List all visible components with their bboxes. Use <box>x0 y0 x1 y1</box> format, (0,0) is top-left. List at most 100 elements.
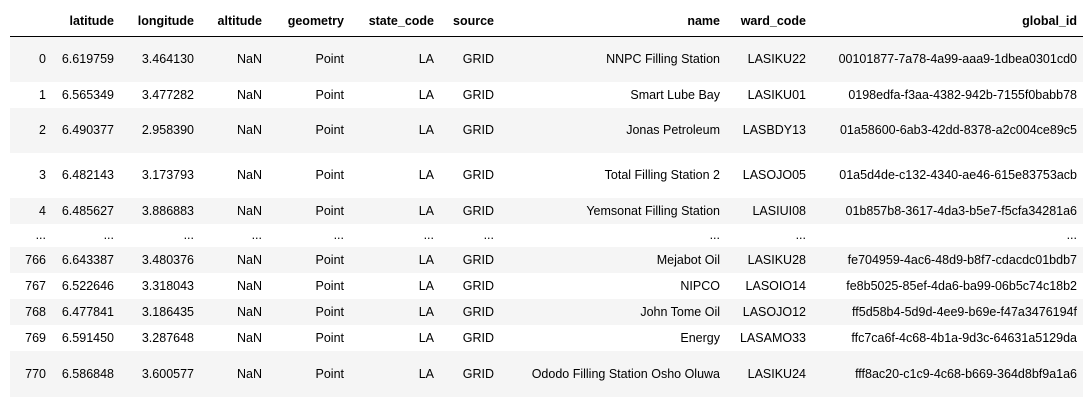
cell-altitude: NaN <box>236 304 262 319</box>
table-row: 4 6.485627 3.886883 NaN Point LA GRID Ye… <box>10 197 1083 224</box>
cell-longitude: ... <box>183 228 194 242</box>
column-header-altitude: altitude <box>200 5 268 37</box>
cell-global-id: 01a5d4de-c132-4340-ae46-615e83753acb <box>839 168 1077 182</box>
cell-geometry: Point <box>315 203 345 218</box>
cell-ward-code: LASOJO05 <box>742 168 806 182</box>
cell-geometry: ... <box>333 228 344 242</box>
cell-source: ... <box>483 228 494 242</box>
column-header-longitude: longitude <box>120 5 200 37</box>
column-header-geometry: geometry <box>268 5 350 37</box>
cell-name: NNPC Filling Station <box>606 52 720 67</box>
cell-state-code: LA <box>418 278 434 293</box>
cell-geometry: Point <box>315 52 345 67</box>
cell-altitude: NaN <box>236 366 262 381</box>
cell-global-id: fe8b5025-85ef-4da6-ba99-06b5c74c18b2 <box>846 278 1077 293</box>
cell-latitude: 6.490377 <box>61 123 114 137</box>
cell-longitude: 3.480376 <box>141 252 194 267</box>
cell-altitude: NaN <box>236 278 262 293</box>
cell-state-code: LA <box>418 87 434 102</box>
cell-geometry: Point <box>315 123 345 137</box>
row-index: 3 <box>39 168 46 182</box>
cell-global-id: 01b857b8-3617-4da3-b5e7-f5cfa34281a6 <box>845 203 1077 218</box>
cell-global-id: ffc7ca6f-4c68-4b1a-9d3c-64631a5129da <box>851 330 1077 345</box>
cell-ward-code: LASIUI08 <box>752 203 806 218</box>
cell-source: GRID <box>462 366 494 381</box>
cell-longitude: 3.477282 <box>141 87 194 102</box>
row-index: 766 <box>25 252 46 267</box>
cell-latitude: 6.643387 <box>61 252 114 267</box>
table-row: 767 6.522646 3.318043 NaN Point LA GRID … <box>10 272 1083 299</box>
cell-ward-code: ... <box>795 228 806 242</box>
cell-ward-code: LASIKU22 <box>747 52 806 67</box>
header-row: latitude longitude altitude geometry sta… <box>10 5 1083 37</box>
cell-global-id: fff8ac20-c1c9-4c68-b669-364d8bf9a1a6 <box>855 366 1077 381</box>
cell-state-code: LA <box>418 304 434 319</box>
cell-global-id: ff5d58b4-5d9d-4ee9-b69e-f47a3476194f <box>852 304 1077 319</box>
row-index: 767 <box>25 278 46 293</box>
cell-altitude: NaN <box>236 168 262 182</box>
cell-altitude: NaN <box>236 203 262 218</box>
row-index: ... <box>35 228 46 242</box>
dataframe-table: latitude longitude altitude geometry sta… <box>10 5 1083 397</box>
cell-source: GRID <box>462 203 494 218</box>
cell-source: GRID <box>462 304 494 319</box>
row-index: 770 <box>25 366 46 381</box>
cell-longitude: 2.958390 <box>141 123 194 137</box>
row-index: 2 <box>39 123 46 137</box>
table-row: 3 6.482143 3.173793 NaN Point LA GRID To… <box>10 152 1083 198</box>
row-index: 0 <box>39 52 46 67</box>
dataframe-output: latitude longitude altitude geometry sta… <box>10 5 1083 397</box>
cell-name: NIPCO <box>680 278 720 293</box>
cell-latitude: 6.482143 <box>61 168 114 182</box>
table-row: 769 6.591450 3.287648 NaN Point LA GRID … <box>10 324 1083 351</box>
cell-name: Ododo Filling Station Osho Oluwa <box>531 366 720 381</box>
row-index: 1 <box>39 87 46 102</box>
cell-name: Yemsonat Filling Station <box>586 203 720 218</box>
cell-ward-code: LASBDY13 <box>742 123 806 137</box>
column-header-source: source <box>440 5 500 37</box>
cell-source: GRID <box>462 278 494 293</box>
cell-longitude: 3.318043 <box>141 278 194 293</box>
cell-geometry: Point <box>315 168 345 182</box>
cell-source: GRID <box>462 168 494 182</box>
table-row: 2 6.490377 2.958390 NaN Point LA GRID Jo… <box>10 107 1083 153</box>
cell-name: Jonas Petroleum <box>626 123 720 137</box>
ellipsis-row: ... ... ... ... ... ... ... ... ... ... <box>10 223 1083 247</box>
cell-global-id: ... <box>1066 228 1077 242</box>
cell-ward-code: LASAMO33 <box>739 330 806 345</box>
cell-source: GRID <box>462 87 494 102</box>
cell-name: ... <box>709 228 720 242</box>
index-header <box>10 5 52 37</box>
cell-name: John Tome Oil <box>640 304 720 319</box>
cell-name: Smart Lube Bay <box>630 87 720 102</box>
table-row: 768 6.477841 3.186435 NaN Point LA GRID … <box>10 298 1083 325</box>
cell-ward-code: LASIKU24 <box>747 366 806 381</box>
cell-longitude: 3.186435 <box>141 304 194 319</box>
cell-global-id: 01a58600-6ab3-42dd-8378-a2c004ce89c5 <box>839 123 1077 137</box>
row-index: 769 <box>25 330 46 345</box>
cell-state-code: LA <box>418 52 434 67</box>
cell-geometry: Point <box>315 278 345 293</box>
cell-ward-code: LASIKU01 <box>747 87 806 102</box>
cell-altitude: NaN <box>236 252 262 267</box>
cell-latitude: 6.565349 <box>61 87 114 102</box>
column-header-latitude: latitude <box>52 5 120 37</box>
cell-state-code: ... <box>423 228 434 242</box>
cell-altitude: ... <box>251 228 262 242</box>
table-row: 1 6.565349 3.477282 NaN Point LA GRID Sm… <box>10 81 1083 108</box>
table-row: 0 6.619759 3.464130 NaN Point LA GRID NN… <box>10 36 1083 82</box>
cell-longitude: 3.600577 <box>141 366 194 381</box>
cell-ward-code: LASOIO14 <box>745 278 806 293</box>
cell-longitude: 3.886883 <box>141 203 194 218</box>
cell-global-id: 0198edfa-f3aa-4382-942b-7155f0babb78 <box>848 87 1077 102</box>
cell-source: GRID <box>462 123 494 137</box>
cell-geometry: Point <box>315 87 345 102</box>
cell-ward-code: LASOJO12 <box>742 304 806 319</box>
row-index: 4 <box>39 203 46 218</box>
cell-altitude: NaN <box>236 123 262 137</box>
cell-latitude: 6.586848 <box>61 366 114 381</box>
cell-global-id: fe704959-4ac6-48d9-b8f7-cdacdc01bdb7 <box>847 252 1077 267</box>
table-row: 770 6.586848 3.600577 NaN Point LA GRID … <box>10 350 1083 397</box>
cell-ward-code: LASIKU28 <box>747 252 806 267</box>
cell-altitude: NaN <box>236 87 262 102</box>
